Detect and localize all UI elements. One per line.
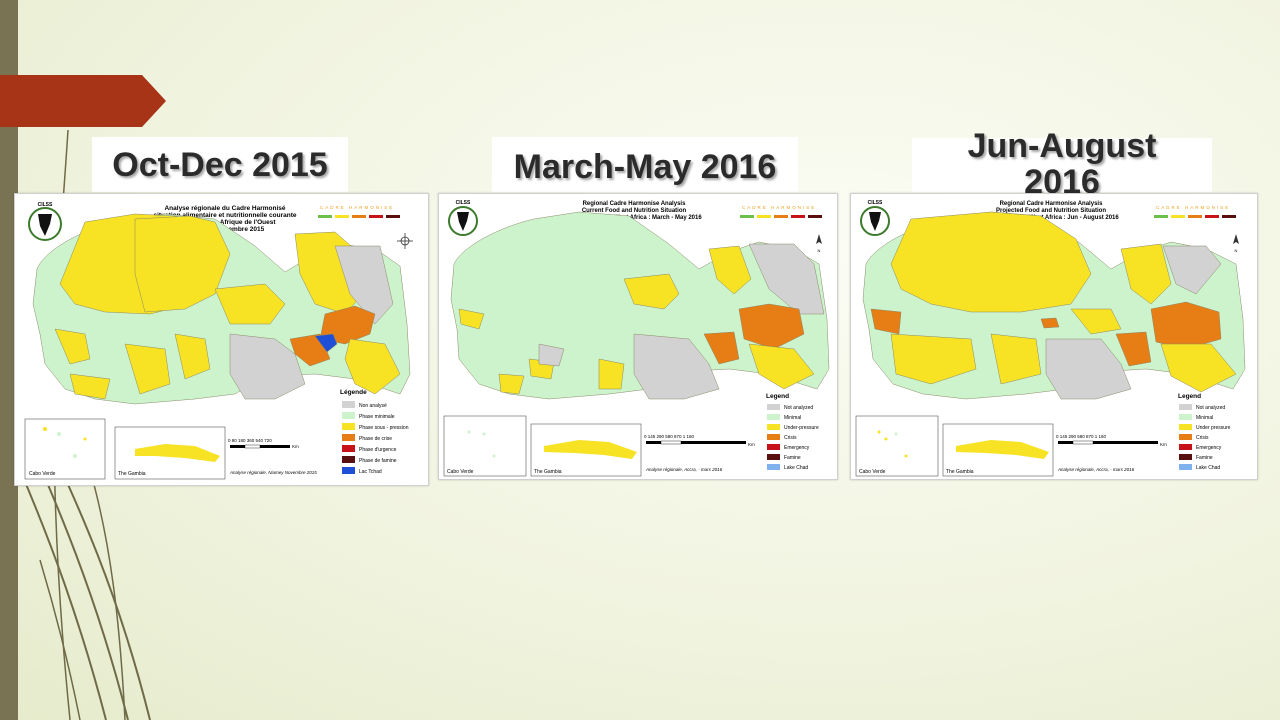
svg-text:Crisis: Crisis (784, 435, 797, 441)
svg-text:Lake Chad: Lake Chad (784, 465, 808, 471)
legend: Not analyzed Minimal Under-pressure Cris… (767, 404, 819, 471)
ch-scale-label: CADRE HARMONISE (320, 205, 394, 210)
west-africa-map (32, 213, 411, 405)
legend-title: Legend (1178, 393, 1201, 400)
inset-label-gambia: The Gambia (534, 469, 562, 475)
inset-label-gambia: The Gambia (946, 469, 974, 475)
svg-text:Emergency: Emergency (1196, 445, 1222, 451)
svg-text:Emergency: Emergency (784, 445, 810, 451)
north-arrow-icon: N (1233, 234, 1239, 253)
west-africa-map (862, 211, 1246, 400)
svg-text:CILSS: CILSS (868, 200, 883, 206)
inset-label-cabo-verde: Cabo Verde (859, 469, 886, 475)
map-footer: Analyse régionale, Accra, - mars 2016 (1057, 467, 1135, 472)
map-header-line-3: in theSahel and West Africa : Jun - Augu… (983, 215, 1119, 221)
ch-scale-label: CADRE HARMONISE (1156, 205, 1230, 210)
svg-text:N: N (818, 248, 821, 253)
title-oct-dec-2015: Oct-Dec 2015 (112, 146, 328, 184)
svg-text:Lake Chad: Lake Chad (1196, 465, 1220, 471)
svg-text:Phase de crise: Phase de crise (359, 436, 392, 442)
left-sidebar-bar (0, 0, 18, 720)
west-africa-map (450, 211, 830, 400)
inset-label-gambia: The Gambia (118, 471, 146, 477)
svg-text:Famine: Famine (784, 455, 801, 461)
map-oct-dec-2015: CILSS Analyse régionale du Cadre Harmoni… (14, 193, 429, 486)
scale-ticks: 0 145 290 580 870 1 160 (644, 434, 695, 439)
map-march-may-2016: CILSS Regional Cadre Harmonise Analysis … (438, 193, 838, 480)
legend-title: Legend (766, 393, 789, 400)
legend: Non analysé Phase minimale Phase sous - … (342, 401, 409, 475)
inset-label-cabo-verde: Cabo Verde (447, 469, 474, 475)
title-box-2: March-May 2016 (492, 137, 798, 192)
svg-text:Minimal: Minimal (1196, 415, 1213, 421)
svg-text:CILSS: CILSS (38, 202, 53, 208)
svg-text:N: N (1235, 248, 1238, 253)
svg-text:CILSS: CILSS (456, 200, 471, 206)
svg-text:Famine: Famine (1196, 455, 1213, 461)
ch-scale-label: CADRE HARMONISE (742, 205, 816, 210)
legend-title: Légende (340, 389, 367, 396)
map-header-line-3: au Sahel et en Afrique de l'Ouest (175, 219, 277, 226)
cilss-logo: CILSS (28, 202, 62, 241)
svg-text:Non analysé: Non analysé (359, 403, 387, 409)
svg-text:Phase minimale: Phase minimale (359, 414, 395, 420)
svg-text:Under-pressure: Under-pressure (784, 425, 819, 431)
scale-ticks: 0 90 180 360 540 720 (228, 438, 272, 443)
scale-unit: Km (292, 444, 299, 449)
map-footer: Analyse régionale, Niamey Novembre 2015 (229, 470, 317, 475)
title-march-may-2016: March-May 2016 (513, 148, 777, 186)
map-header-line-2: Projected Food and Nutrition Situation (996, 208, 1106, 214)
svg-text:Under pressure: Under pressure (1196, 425, 1231, 431)
cilss-logo: CILSS (860, 200, 890, 236)
svg-text:Not analyzed: Not analyzed (1196, 405, 1225, 411)
svg-text:Minimal: Minimal (784, 415, 801, 421)
north-arrow-icon: N (816, 234, 822, 253)
title-box-3: Jun-August 2016 (912, 128, 1212, 200)
title-jun-aug-2016: Jun-August 2016 (967, 127, 1157, 201)
inset-label-cabo-verde: Cabo Verde (29, 471, 56, 477)
map-header-line-1: Analyse régionale du Cadre Harmonisé (164, 205, 285, 212)
map-footer: Analyse régionale, Accra, - mars 2016 (645, 467, 723, 472)
accent-arrow-tab (0, 75, 166, 127)
map-header-line-2: Current Food and Nutrition Situation (582, 208, 687, 214)
svg-text:Lac Tchad: Lac Tchad (359, 469, 382, 475)
map-jun-aug-2016: CILSS Regional Cadre Harmonise Analysis … (850, 193, 1258, 480)
svg-text:Crisis: Crisis (1196, 435, 1209, 441)
svg-text:Not analyzed: Not analyzed (784, 405, 813, 411)
map-header-line-2: situation alimentaire et nutritionnelle … (153, 212, 296, 219)
svg-text:Phase de famine: Phase de famine (359, 458, 397, 464)
map-header-line-3: in the Sahel and West Africa : March - M… (566, 215, 702, 221)
scale-unit: Km (1160, 442, 1167, 447)
cilss-logo: CILSS (448, 200, 478, 236)
title-box-1: Oct-Dec 2015 (92, 137, 348, 192)
legend: Not analyzed Minimal Under pressure Cris… (1179, 404, 1231, 471)
map-header-line-1: Regional Cadre Harmonise Analysis (1000, 201, 1103, 207)
svg-text:Phase sous - pression: Phase sous - pression (359, 425, 409, 431)
scale-ticks: 0 145 290 580 870 1 160 (1056, 434, 1107, 439)
scale-unit: Km (748, 442, 755, 447)
north-arrow-icon (397, 233, 413, 249)
svg-text:Phase d'urgence: Phase d'urgence (359, 447, 397, 453)
map-header-line-1: Regional Cadre Harmonise Analysis (583, 201, 686, 207)
